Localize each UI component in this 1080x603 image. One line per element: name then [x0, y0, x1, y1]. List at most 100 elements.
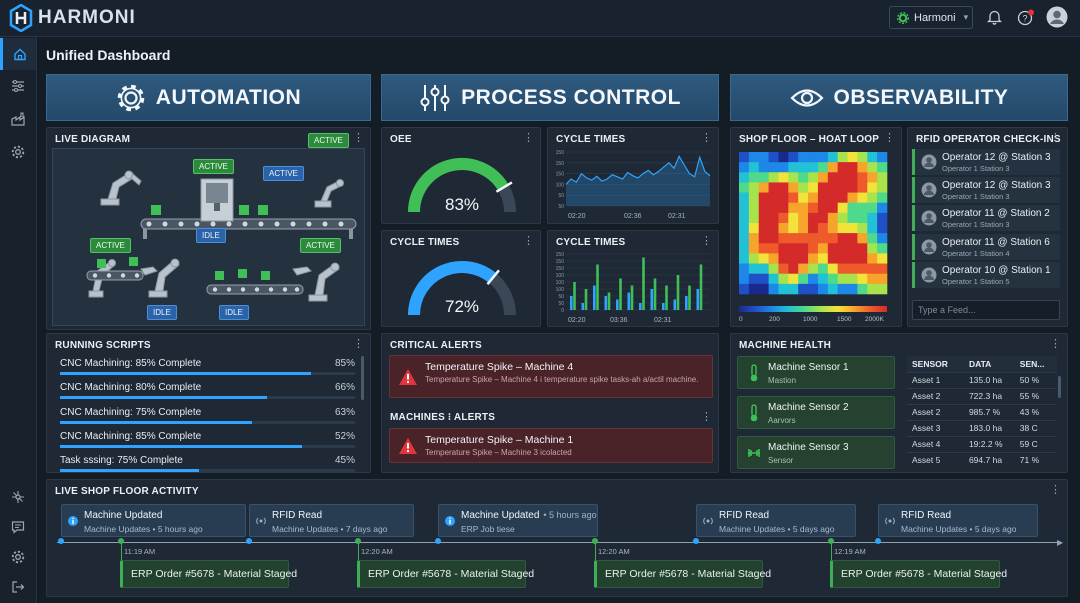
heatmap-cell — [867, 253, 878, 264]
table-row[interactable]: Asset 3 183.0 ha 38 C — [907, 419, 1057, 436]
more-icon[interactable]: ⋮ — [353, 338, 364, 350]
sensor-card[interactable]: Machine Sensor 2 Aarvors — [737, 396, 895, 429]
timeline-event-card[interactable]: RFID Read Machine Updates • 7 days ago — [249, 504, 414, 537]
logo[interactable]: HARMONI — [8, 4, 136, 32]
rfid-checkin-title: Operator 11 @ Station 6 — [942, 236, 1050, 248]
table-row[interactable]: Asset 5 694.7 ha 71 % — [907, 451, 1057, 468]
rfid-checkin-item[interactable]: Operator 11 @ Station 6 Operator 1 Statio… — [912, 233, 1060, 260]
rfid-checkin-item[interactable]: Operator 10 @ Station 1 Operator 1 Statio… — [912, 261, 1060, 288]
workspace-selector[interactable]: Harmoni ▾ — [889, 6, 973, 29]
timeline-axis — [57, 542, 1061, 543]
list-item[interactable]: Task sssing: 75% Complete 45% — [60, 455, 355, 473]
erp-event-card[interactable]: ERP Order #5678 - Material Staged — [594, 560, 771, 588]
heatmap-cell — [877, 233, 888, 244]
avatar-icon[interactable] — [1046, 6, 1068, 28]
sensor-card[interactable]: Machine Sensor 3 Sensor — [737, 436, 895, 469]
heatmap-cell — [857, 162, 868, 173]
list-item[interactable]: CNC Machining: 75% Complete 63% — [60, 407, 355, 425]
heatmap-cell — [758, 243, 769, 254]
column-header[interactable]: SENSOR — [907, 356, 969, 372]
sidebar-item-factory[interactable] — [0, 103, 36, 135]
alert-item[interactable]: Temperature Spike – Machine 1 Temperatur… — [389, 428, 713, 463]
erp-event-card[interactable]: ERP Order #5678 - Material Staged — [830, 560, 1007, 588]
sidebar-item-logout[interactable] — [0, 571, 36, 603]
process-control-banner[interactable]: PROCESS CONTROL — [381, 74, 719, 121]
colorbar-tick-label: 200 — [769, 316, 780, 323]
alert-subtitle: Temperature Spike – Machine 3 icolacted — [425, 448, 572, 457]
more-icon[interactable]: ⋮ — [523, 132, 534, 144]
heatmap-cell — [788, 253, 799, 264]
heatmap-cell — [857, 212, 868, 224]
more-icon[interactable]: ⋮ — [1050, 132, 1061, 144]
heatmap-cell — [788, 202, 799, 214]
table-cell: 55 % — [1019, 387, 1057, 404]
sidebar-item-home[interactable] — [0, 38, 36, 70]
rfid-checkin-item[interactable]: Operator 12 @ Station 3 Operator 1 Statio… — [912, 177, 1060, 204]
heatmap-cell — [827, 263, 838, 275]
more-icon[interactable]: ⋮ — [701, 132, 712, 144]
sidebar-item-network[interactable] — [0, 481, 36, 513]
sidebar-item-messages[interactable] — [0, 511, 36, 543]
observability-banner[interactable]: OBSERVABILITY — [730, 74, 1068, 121]
table-cell: Asset 3 — [907, 419, 969, 436]
timeline-event-card[interactable]: Machine Updated • 5 hours ago ERP Job ties… — [438, 504, 598, 537]
alert-item[interactable]: Temperature Spike – Machine 4 Temperatur… — [389, 355, 713, 398]
sidebar-item-settings[interactable] — [0, 136, 36, 168]
table-row[interactable]: Asset 2 985.7 % 43 % — [907, 403, 1057, 420]
erp-event-card[interactable]: ERP Order #5678 - Material Staged — [120, 560, 297, 588]
heatmap-cell — [857, 202, 868, 214]
heatmap-cell — [748, 172, 760, 183]
more-icon[interactable]: ⋮ — [353, 132, 364, 144]
panel-title: RFID OPERATOR CHECK-INS — [916, 134, 1061, 145]
sliders-icon — [420, 84, 450, 111]
timeline-event-card[interactable]: Machine Updated Machine Updates • 5 hours… — [61, 504, 246, 537]
column-header[interactable]: SEN... — [1019, 356, 1057, 372]
table-row[interactable]: Asset 1 135.0 ha 50 % — [907, 371, 1057, 388]
event-title-text: Machine Updated — [84, 510, 163, 521]
heatmap-cell — [867, 202, 878, 214]
column-header[interactable]: DATA — [968, 356, 1020, 372]
help-icon[interactable]: ? — [1017, 9, 1035, 27]
scrollbar[interactable] — [361, 356, 364, 400]
bar — [696, 289, 700, 310]
more-icon[interactable]: ⋮ — [701, 411, 712, 423]
sidebar-item-preferences[interactable] — [0, 541, 36, 573]
progress-track — [60, 372, 355, 375]
heatmap-cell — [758, 212, 769, 224]
feed-input[interactable] — [912, 300, 1060, 320]
y-tick-label: 50 — [558, 294, 564, 300]
more-icon[interactable]: ⋮ — [523, 235, 534, 247]
user-icon — [921, 154, 937, 170]
heatmap-cell — [758, 253, 769, 264]
timeline-event-card[interactable]: RFID Read Machine Updates • 5 days ago — [878, 504, 1038, 537]
script-percent: 45% — [334, 455, 355, 467]
automation-banner[interactable]: AUTOMATION — [46, 74, 371, 121]
list-item[interactable]: CNC Machining: 85% Complete 85% — [60, 358, 355, 376]
erp-event-card[interactable]: ERP Order #5678 - Material Staged — [357, 560, 534, 588]
heatmap-cell — [827, 152, 838, 163]
more-icon[interactable]: ⋮ — [1050, 338, 1061, 350]
sensor-subtitle: Sensor — [768, 456, 794, 465]
list-item[interactable]: CNC Machining: 85% Complete 52% — [60, 431, 355, 449]
list-item[interactable]: CNC Machining: 80% Complete 66% — [60, 382, 355, 400]
warning-icon — [399, 369, 417, 385]
more-icon[interactable]: ⋮ — [884, 132, 895, 144]
sidebar-item-list[interactable] — [0, 70, 36, 102]
rfid-checkin-item[interactable]: Operator 12 @ Station 3 Operator 1 Statio… — [912, 149, 1060, 175]
heatmap-cell — [798, 152, 809, 163]
colorbar-tick-label: 2000K — [865, 316, 884, 323]
timeline-event-card[interactable]: RFID Read Machine Updates • 5 days ago — [696, 504, 856, 537]
bell-icon[interactable] — [987, 9, 1002, 25]
cycle-times-gauge-panel: CYCLE TIMES ⋮ 72% — [381, 230, 541, 327]
heatmap-cell — [739, 283, 750, 295]
event-title: RFID Read — [901, 510, 951, 521]
heatmap-cell — [877, 192, 888, 204]
gear-icon — [897, 11, 909, 24]
table-row[interactable]: Asset 4 19:2.2 % 59 C — [907, 435, 1057, 452]
rfid-checkin-item[interactable]: Operator 11 @ Station 2 Operator 1 Statio… — [912, 205, 1060, 232]
more-icon[interactable]: ⋮ — [1050, 484, 1061, 496]
table-row[interactable]: Asset 2 722.3 ha 55 % — [907, 387, 1057, 404]
more-icon[interactable]: ⋮ — [701, 235, 712, 247]
sensor-card[interactable]: Machine Sensor 1 Mastion — [737, 356, 895, 389]
scrollbar[interactable] — [1058, 376, 1061, 398]
